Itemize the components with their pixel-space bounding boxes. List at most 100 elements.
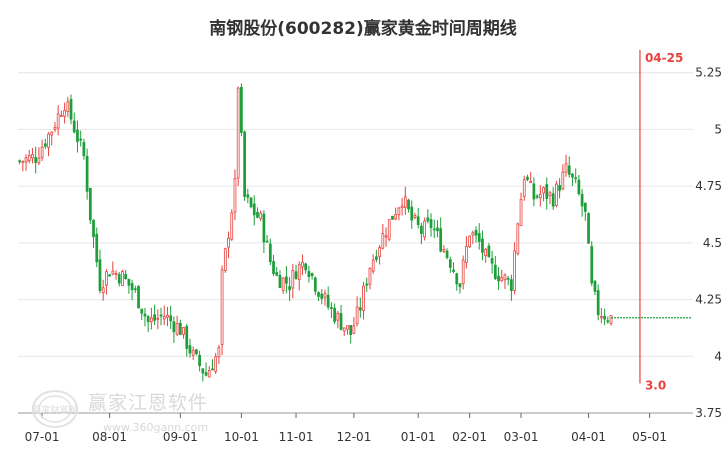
candle-body [72, 120, 76, 133]
axes: 5.25 5 4.75 4.5 4.25 4 3.75 07-01 08-01 09-01 10-0… [18, 66, 722, 444]
candle-body [323, 293, 327, 298]
candle-body [339, 313, 343, 330]
candle-body [487, 245, 491, 258]
candle-body [317, 292, 320, 297]
x-tick-label: 01-01 [401, 430, 436, 444]
candle-body [355, 306, 359, 325]
candle-body [381, 233, 385, 249]
candle-body [268, 243, 272, 263]
candle-body [18, 160, 21, 163]
candle-body [558, 185, 561, 191]
candle-body [574, 177, 578, 180]
candle-body [294, 271, 298, 280]
candle-body [529, 180, 533, 183]
x-tick-label: 05-01 [632, 430, 667, 444]
candle-body [384, 235, 388, 238]
candle-body [368, 267, 372, 285]
candle-body [481, 238, 484, 253]
candle-body [252, 203, 256, 216]
candle-body [140, 308, 144, 314]
y-tick-label: 4.5 [703, 236, 722, 250]
candle-body [555, 183, 558, 207]
candle-body [265, 240, 269, 243]
y-tick-label: 3.75 [695, 406, 722, 420]
candle-body [108, 274, 111, 277]
candle-body [439, 228, 443, 252]
candle-body [458, 283, 462, 288]
candle-body [31, 154, 34, 159]
candle-body [510, 279, 513, 291]
candle-body [519, 198, 523, 226]
candle-body [407, 199, 410, 210]
candle-body [105, 271, 108, 286]
candle-body [249, 197, 253, 208]
candle-body [468, 235, 471, 248]
candle-body [375, 256, 378, 260]
x-tick-label: 11-01 [279, 430, 314, 444]
candle-body [195, 349, 198, 355]
candle-body [600, 316, 603, 319]
candle-body [513, 250, 516, 291]
candle-body [47, 133, 50, 148]
candle-body [342, 327, 346, 332]
candle-body [567, 165, 571, 175]
candle-body [307, 271, 311, 278]
candle-body [111, 270, 115, 275]
candle-body [37, 157, 41, 164]
y-tick-label: 5 [714, 122, 722, 136]
candle-body [262, 213, 266, 243]
candle-body [182, 327, 185, 335]
candle-body [143, 313, 147, 317]
candle-body [506, 277, 510, 280]
y-tick-label: 4 [714, 349, 722, 363]
candle-body [243, 131, 246, 197]
candle-body [391, 215, 394, 220]
candle-body [172, 321, 176, 333]
candle-body [114, 273, 118, 275]
candle-body [561, 171, 565, 190]
candle-body [133, 288, 137, 291]
candle-body [275, 272, 279, 276]
candle-body [346, 325, 349, 330]
candle-body [522, 179, 526, 197]
candle-body [465, 246, 468, 263]
candle-body [236, 87, 240, 179]
watermark-logo-icon: 赢家财富网 [32, 390, 78, 428]
candle-body [378, 247, 381, 257]
candle-body [394, 214, 398, 220]
candle-body [240, 86, 243, 133]
candle-body [95, 233, 99, 263]
candle-body [204, 372, 208, 376]
candle-body [358, 307, 362, 311]
candle-body [538, 193, 542, 199]
y-tick-label: 5.25 [695, 66, 722, 80]
candle-body [313, 277, 317, 292]
candle-body [40, 146, 44, 159]
candle-body [233, 178, 237, 213]
candle-body [53, 126, 57, 130]
candle-body [150, 317, 153, 323]
cycle-value-label: 3.0 [645, 379, 666, 393]
candle-body [551, 193, 555, 207]
x-tick-label: 07-01 [25, 430, 60, 444]
candle-body [66, 101, 70, 112]
candle-body [410, 206, 414, 221]
candle-body [436, 227, 439, 232]
candles [18, 83, 692, 382]
candle-body [85, 155, 89, 192]
x-tick-label: 02-01 [452, 430, 487, 444]
candle-body [281, 277, 285, 291]
candle-body [564, 163, 568, 173]
candle-body [352, 325, 356, 334]
watermark-brand: 赢家江恩软件 [88, 392, 209, 414]
candle-body [326, 294, 330, 308]
candle-body [336, 312, 340, 321]
candle-body [413, 215, 417, 218]
candle-body [24, 157, 28, 163]
candle-body [442, 249, 446, 252]
candle-body [330, 307, 333, 309]
candle-body [532, 183, 536, 200]
candle-body [548, 192, 552, 196]
candle-body [159, 314, 163, 317]
